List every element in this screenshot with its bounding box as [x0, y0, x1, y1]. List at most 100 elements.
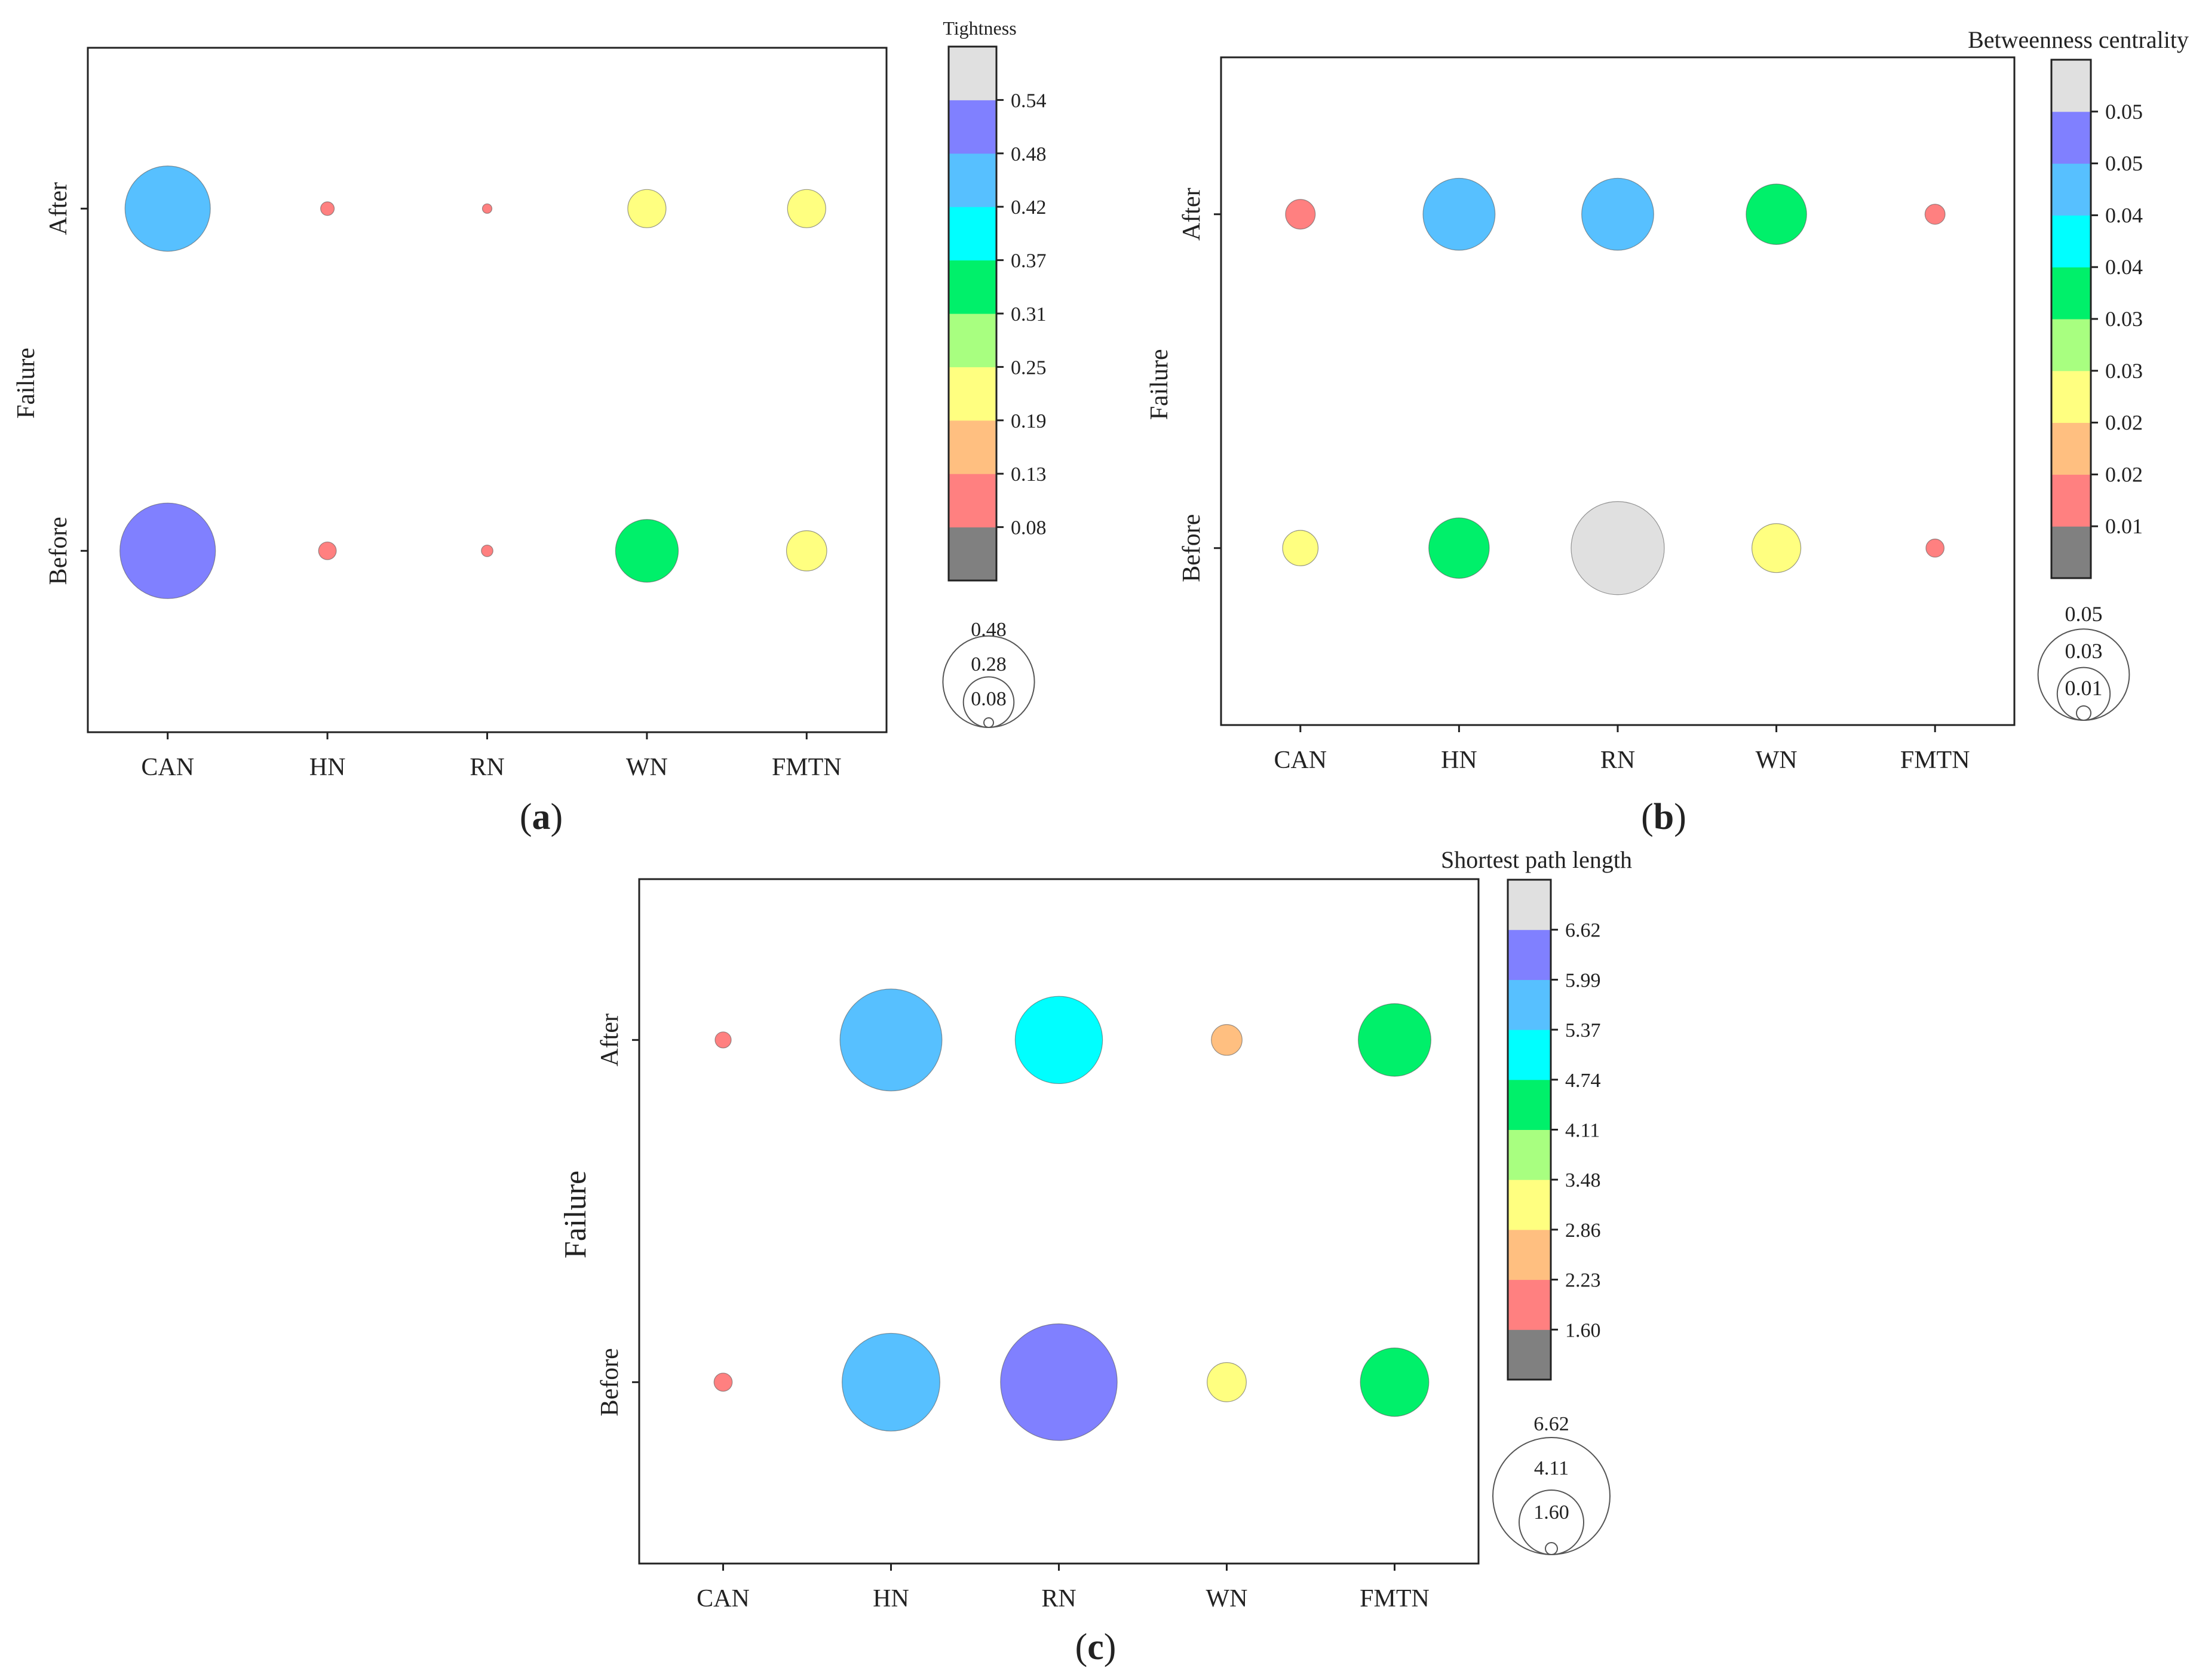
size-legend-label: 0.03: [2065, 639, 2103, 663]
colorbar-tick-label: 0.02: [2105, 411, 2143, 435]
colorbar-segment: [1508, 1279, 1551, 1330]
colorbar-segment: [949, 47, 996, 100]
bubble-point: [1207, 1362, 1247, 1402]
colorbar-tick-label: 6.62: [1565, 920, 1601, 942]
colorbar-segment: [949, 153, 996, 207]
colorbar-segment: [2051, 370, 2091, 423]
chart-panel: CAN HN RN WN FMTN Before After Failure 1.60 2.23 2…: [559, 846, 1632, 1667]
panel-label: (a): [520, 797, 563, 837]
colorbar-tick-label: 0.37: [1011, 250, 1047, 272]
bubble-point: [1746, 183, 1807, 245]
x-tick-label: FMTN: [1900, 747, 1970, 774]
x-tick-label: WN: [1756, 747, 1798, 774]
plot-frame: [1220, 56, 2016, 726]
y-tick-label: Before: [596, 1348, 624, 1416]
y-axis-label: Failure: [13, 348, 40, 419]
x-tick-label: RN: [1041, 1585, 1076, 1613]
x-tick-label: CAN: [1274, 747, 1327, 774]
size-legend-circle: [2076, 705, 2091, 721]
bubble-point: [842, 1332, 940, 1432]
bubble-point: [714, 1031, 732, 1049]
bubble-point: [1925, 538, 1945, 558]
bubble-point: [119, 502, 216, 599]
size-legend-circle: [1492, 1437, 1611, 1555]
x-tick-label: FMTN: [1360, 1585, 1430, 1613]
colorbar-tick-label: 0.42: [1011, 196, 1047, 219]
bubble-point: [713, 1372, 733, 1392]
colorbar-tick-label: 0.05: [2105, 152, 2143, 176]
x-tick-label: HN: [309, 754, 346, 781]
colorbar-segment: [2051, 319, 2091, 371]
plot-frame: [638, 878, 1480, 1565]
x-tick-label: CAN: [697, 1585, 750, 1613]
colorbar-segment: [1508, 1329, 1551, 1380]
y-axis-label: Failure: [1146, 349, 1173, 420]
bubble-point: [615, 519, 679, 583]
colorbar-segment: [1508, 1180, 1551, 1230]
colorbar-tick-label: 0.25: [1011, 357, 1047, 379]
bubble-point: [786, 530, 827, 572]
bubble-point: [1211, 1024, 1243, 1056]
y-tick-label: Before: [1178, 514, 1206, 582]
y-tick-label: After: [45, 182, 72, 235]
panel-label: (b): [1641, 797, 1686, 837]
x-tick-label: RN: [1600, 747, 1635, 774]
size-legend-label: 6.62: [1533, 1413, 1569, 1435]
x-tick-label: WN: [1206, 1585, 1248, 1613]
size-legend-circle: [1545, 1542, 1558, 1555]
bubble-point: [1422, 177, 1496, 251]
colorbar-tick-label: 3.48: [1565, 1169, 1601, 1191]
bubble-point: [839, 988, 943, 1092]
plot-frame: [87, 47, 888, 733]
colorbar-tick-label: 5.99: [1565, 969, 1601, 991]
colorbar-segment: [949, 100, 996, 154]
colorbar-segment: [949, 527, 996, 581]
colorbar-segment: [2051, 60, 2091, 112]
colorbar-segment: [2051, 163, 2091, 216]
colorbar-segment: [949, 420, 996, 474]
size-legend-circle: [942, 635, 1035, 729]
colorbar-segment: [2051, 422, 2091, 475]
colorbar-tick-label: 0.02: [2105, 462, 2143, 486]
x-tick-label: FMTN: [772, 754, 842, 781]
colorbar-segment: [949, 207, 996, 261]
colorbar-segment: [2051, 111, 2091, 164]
y-axis-label: Failure: [559, 1171, 593, 1258]
colorbar-tick-label: 1.60: [1565, 1319, 1601, 1341]
colorbar-tick-label: 0.08: [1011, 517, 1047, 539]
chart-panel: CAN HN RN WN FMTN Before After Failure 0.08 0.13 0…: [13, 17, 1047, 837]
bubble-point: [1014, 996, 1103, 1085]
x-tick-label: WN: [626, 754, 668, 781]
colorbar-segment: [2051, 474, 2091, 527]
colorbar-tick-label: 0.04: [2105, 255, 2143, 279]
colorbar-segment: [2051, 215, 2091, 268]
colorbar-title: Shortest path length: [1441, 846, 1632, 873]
colorbar-segment: [949, 474, 996, 528]
bubble-point: [1000, 1323, 1118, 1441]
y-tick-label: After: [596, 1013, 624, 1067]
x-tick-label: CAN: [141, 754, 194, 781]
colorbar-tick-label: 0.31: [1011, 303, 1047, 325]
colorbar-segment: [1508, 1079, 1551, 1130]
colorbar-segment: [1508, 929, 1551, 980]
x-tick-label: HN: [1441, 747, 1477, 774]
y-tick-label: After: [1178, 188, 1206, 241]
colorbar-tick-label: 0.13: [1011, 463, 1047, 486]
bubble-point: [1752, 523, 1802, 573]
colorbar-segment: [1508, 979, 1551, 1030]
bubble-point: [1360, 1347, 1430, 1417]
colorbar-segment: [949, 314, 996, 367]
colorbar-tick-label: 5.37: [1565, 1019, 1601, 1042]
colorbar-segment: [2051, 526, 2091, 579]
colorbar-tick-label: 0.04: [2105, 203, 2143, 227]
colorbar-tick-label: 2.86: [1565, 1220, 1601, 1242]
size-legend-label: 0.08: [971, 688, 1007, 710]
colorbar-tick-label: 4.74: [1565, 1070, 1601, 1092]
colorbar-segment: [949, 260, 996, 314]
bubble-point: [1428, 517, 1490, 579]
colorbar-segment: [2051, 267, 2091, 320]
x-tick-label: RN: [470, 754, 504, 781]
bubble-point: [787, 189, 826, 228]
bubble-point: [481, 544, 493, 557]
